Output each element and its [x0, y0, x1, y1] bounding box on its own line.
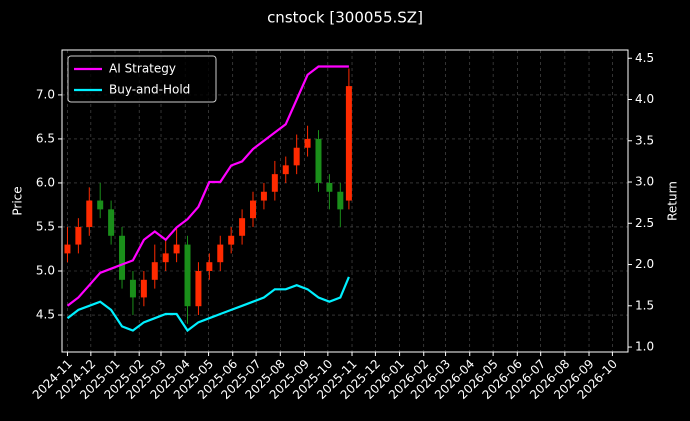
- candle-body: [75, 226, 82, 245]
- candle-body: [140, 279, 147, 298]
- y2-tick-label: 2.5: [635, 216, 654, 230]
- y-tick-label: 4.5: [36, 308, 55, 322]
- candle-body: [86, 200, 93, 227]
- y-axis-label: Price: [11, 186, 25, 215]
- legend-label: Buy-and-Hold: [109, 83, 190, 97]
- plot-frame: [61, 49, 629, 353]
- candle-body: [260, 191, 267, 201]
- candle-body: [293, 147, 300, 166]
- candle-body: [206, 262, 213, 271]
- candle-body: [250, 200, 257, 219]
- candle-body: [337, 191, 344, 210]
- y2-tick-label: 4.5: [635, 51, 654, 65]
- candle-body: [195, 270, 202, 307]
- candle-body: [345, 86, 352, 201]
- y-tick-label: 6.5: [36, 131, 55, 145]
- candle-body: [162, 253, 169, 263]
- candle-body: [239, 218, 246, 236]
- candle-body: [151, 262, 158, 280]
- y2-tick-label: 1.5: [635, 298, 654, 312]
- candle-body: [217, 244, 224, 263]
- y-tick-label: 5.0: [36, 263, 55, 277]
- y-tick-label: 7.0: [36, 87, 55, 101]
- y-tick-label: 6.0: [36, 175, 55, 189]
- candle-body: [97, 200, 104, 210]
- candle-body: [282, 165, 289, 175]
- candle-body: [173, 244, 180, 254]
- y-tick-label: 5.5: [36, 219, 55, 233]
- y2-tick-label: 4.0: [635, 92, 654, 106]
- candle-body: [64, 244, 71, 254]
- y2-tick-label: 3.0: [635, 175, 654, 189]
- line-series: [66, 65, 349, 307]
- y2-axis-label: Return: [666, 181, 680, 221]
- chart-title: cnstock [300055.SZ]: [267, 9, 423, 27]
- line-series: [66, 276, 350, 333]
- y2-tick-label: 2.0: [635, 257, 654, 271]
- y2-tick-label: 1.0: [635, 340, 654, 354]
- candle-body: [108, 209, 115, 236]
- candle-body: [119, 235, 126, 280]
- candle-body: [129, 279, 136, 298]
- legend-label: AI Strategy: [109, 62, 176, 76]
- candle-body: [271, 174, 278, 192]
- candle-body: [184, 244, 191, 307]
- candle-body: [315, 138, 322, 183]
- legend-box: [67, 55, 217, 103]
- candle-body: [228, 235, 235, 245]
- y2-tick-label: 3.5: [635, 133, 654, 147]
- candle-body: [326, 182, 333, 192]
- candle-body: [304, 138, 311, 148]
